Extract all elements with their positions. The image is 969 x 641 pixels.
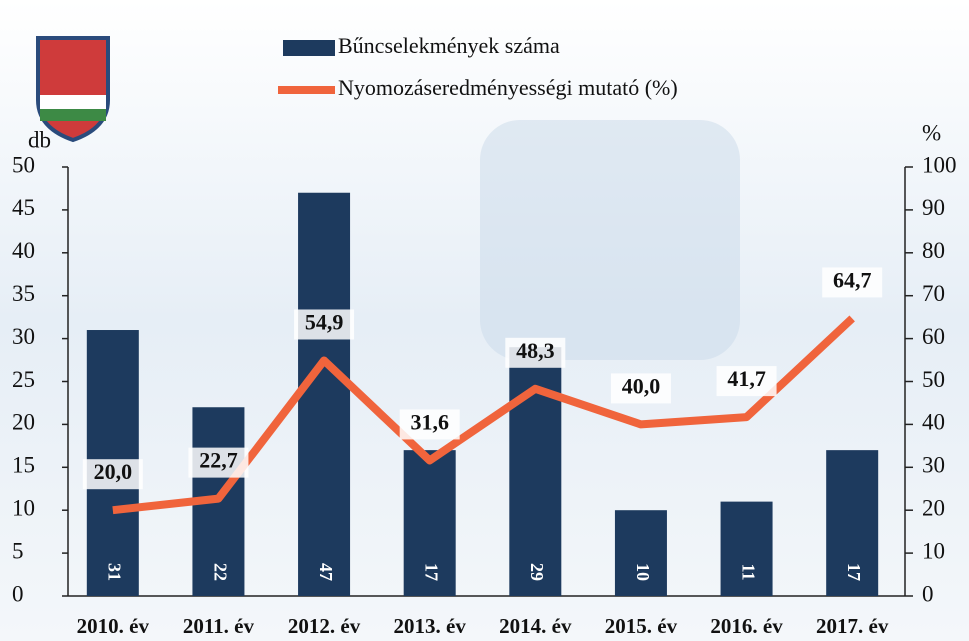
y-tick-label: 25 [12, 367, 35, 392]
x-tick-label: 2017. év [816, 614, 889, 638]
bar [298, 193, 350, 596]
bar [615, 510, 667, 596]
bar-label: 10 [633, 563, 653, 581]
y2-tick-label: 70 [922, 281, 945, 306]
value-label: 64,7 [833, 267, 872, 292]
value-label: 41,7 [727, 366, 766, 391]
y-tick-label: 30 [12, 324, 35, 349]
legend-label: Bűncselekmények száma [338, 33, 560, 58]
y-tick-label: 5 [12, 538, 24, 563]
legend-swatch [283, 40, 335, 56]
bar [509, 347, 561, 596]
bar-label: 17 [844, 563, 864, 581]
y2-tick-label: 100 [922, 152, 957, 177]
x-tick-label: 2010. év [77, 614, 150, 638]
value-label: 31,6 [410, 409, 449, 434]
x-tick-label: 2011. év [183, 614, 255, 638]
legend-label: Nyomozáseredményességi mutató (%) [338, 75, 678, 100]
value-label: 40,0 [622, 373, 661, 398]
y2-tick-label: 90 [922, 195, 945, 220]
y2-tick-label: 30 [922, 453, 945, 478]
y2-axis-title: % [922, 120, 941, 145]
value-label: 48,3 [516, 338, 555, 363]
y2-tick-label: 60 [922, 324, 945, 349]
x-tick-label: 2012. év [288, 614, 361, 638]
x-tick-label: 2015. év [605, 614, 678, 638]
bar-label: 22 [210, 563, 230, 581]
y-tick-label: 15 [12, 453, 35, 478]
y-tick-label: 35 [12, 281, 35, 306]
y2-tick-label: 10 [922, 538, 945, 563]
y-tick-label: 10 [12, 495, 35, 520]
bar [721, 502, 773, 596]
y2-tick-label: 20 [922, 495, 945, 520]
y2-tick-label: 40 [922, 410, 945, 435]
y-tick-label: 40 [12, 238, 35, 263]
value-label: 22,7 [199, 448, 238, 473]
x-tick-label: 2013. év [394, 614, 467, 638]
y2-tick-label: 50 [922, 367, 945, 392]
background-building [480, 120, 740, 360]
y2-tick-label: 80 [922, 238, 945, 263]
x-tick-label: 2016. év [710, 614, 783, 638]
logo [38, 38, 108, 140]
bar-label: 11 [738, 563, 758, 580]
bar-label: 29 [527, 563, 547, 581]
y-tick-label: 50 [12, 152, 35, 177]
y-tick-label: 45 [12, 195, 35, 220]
y-axis-title: db [28, 127, 51, 152]
bar-label: 31 [105, 563, 125, 581]
y2-tick-label: 0 [922, 581, 934, 606]
y-tick-label: 0 [12, 581, 24, 606]
bar-label: 17 [422, 563, 442, 581]
value-label: 20,0 [94, 459, 133, 484]
chart: db % 0 5 10 15 20 25 30 35 40 45 50 0 10 20 30 40 50 60 70… [0, 0, 969, 641]
bar-label: 47 [316, 563, 336, 581]
x-tick-label: 2014. év [499, 614, 572, 638]
value-label: 54,9 [305, 310, 344, 335]
y-tick-label: 20 [12, 410, 35, 435]
